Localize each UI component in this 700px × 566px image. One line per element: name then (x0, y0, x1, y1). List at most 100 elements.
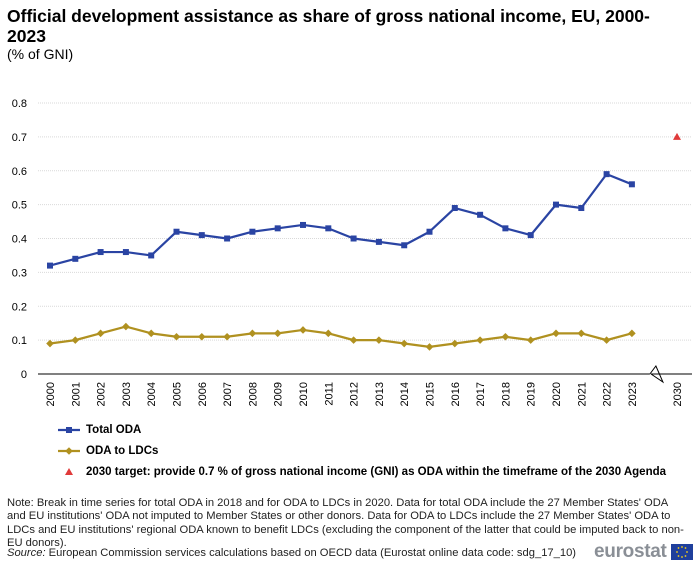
y-tick-label: 0.8 (12, 98, 27, 110)
chart-subtitle: (% of GNI) (7, 46, 74, 62)
data-point (248, 329, 257, 338)
data-point (47, 262, 53, 269)
x-tick-label: 2003 (121, 382, 133, 406)
x-tick-label: 2001 (70, 382, 82, 406)
source-label: Source: (7, 547, 46, 559)
eurostat-logo-text: eurostat (594, 541, 667, 562)
x-tick-label: 2012 (349, 382, 361, 406)
y-tick-label: 0.4 (12, 234, 27, 246)
x-tick-label: 2009 (273, 382, 285, 406)
series-line (49, 325, 633, 348)
data-point (553, 201, 559, 208)
legend-item: 2030 target: provide 0.7 % of gross nati… (56, 461, 666, 482)
data-point (324, 329, 333, 338)
data-point (198, 232, 205, 239)
chart-legend: Total ODA ODA to LDCs 2030 target: provide… (56, 419, 666, 482)
data-point (96, 329, 105, 338)
line-chart: 0 0.1 0.2 0.3 0.4 0.5 0.6 0.7 0.8 2000 2001 2002 200… (12, 98, 692, 406)
x-tick-label: 2005 (172, 382, 184, 406)
data-point (425, 343, 434, 351)
data-point (349, 336, 358, 344)
x-tick-label: 2000 (45, 382, 57, 406)
data-point (71, 336, 80, 344)
data-point (451, 339, 459, 348)
data-point (350, 235, 357, 242)
source-text: European Commission services calculation… (45, 547, 577, 559)
y-tick-label: 0.1 (12, 335, 27, 347)
eu-flag-icon (670, 544, 693, 560)
y-tick-label: 0.7 (12, 132, 27, 144)
data-point (173, 228, 180, 235)
data-point (273, 329, 282, 338)
legend-swatch (65, 467, 73, 475)
x-tick-label: 2006 (197, 382, 209, 406)
x-tick-label: 2017 (475, 382, 487, 406)
data-point (198, 332, 206, 341)
data-point (223, 332, 231, 341)
x-tick-label: 2015 (425, 382, 437, 406)
data-point (673, 132, 681, 140)
x-tick-label: 2011 (323, 382, 335, 406)
data-point (526, 336, 535, 344)
chart-source: Source: European Commission services cal… (7, 547, 576, 559)
x-tick-label: 2021 (576, 382, 588, 406)
data-point (72, 255, 79, 262)
data-point (628, 181, 635, 188)
data-point (552, 329, 560, 338)
y-tick-label: 0.2 (12, 301, 27, 313)
legend-item: ODA to LDCs (56, 440, 666, 461)
data-point (527, 232, 534, 239)
x-tick-label: 2004 (146, 382, 158, 406)
x-tick-label: 2019 (526, 382, 538, 406)
series-line (49, 173, 633, 267)
data-point (375, 238, 382, 245)
y-tick-label: 0.5 (12, 200, 27, 212)
x-tick-label: 2002 (96, 382, 108, 406)
x-tick-label: 2023 (627, 382, 639, 406)
data-point (426, 228, 433, 235)
legend-item: Total ODA (56, 419, 666, 440)
y-tick-label: 0.6 (12, 166, 27, 178)
data-point (477, 211, 484, 218)
x-tick-label: 2010 (298, 382, 310, 406)
data-point (147, 329, 155, 338)
data-point (476, 336, 484, 344)
x-tick-label: 2030 (672, 382, 684, 406)
data-point (148, 252, 155, 259)
legend-label: Total ODA (86, 423, 142, 436)
chart-title: Official development assistance as share… (7, 6, 650, 46)
legend-label: ODA to LDCs (86, 444, 159, 457)
eurostat-logo: eurostat (594, 541, 693, 563)
x-tick-label: 2008 (247, 382, 259, 406)
legend-label: 2030 target: provide 0.7 % of gross nati… (86, 465, 667, 478)
legend-swatch (58, 426, 80, 433)
data-point (299, 326, 307, 334)
data-point (224, 235, 231, 242)
y-tick-label: 0.3 (12, 267, 27, 279)
x-tick-label: 2007 (222, 382, 234, 406)
data-point (628, 329, 636, 338)
data-point (603, 171, 610, 178)
x-tick-label: 2018 (500, 382, 512, 406)
data-point (502, 225, 509, 232)
data-point (172, 332, 181, 341)
data-point (375, 336, 383, 344)
legend-swatch (58, 446, 80, 455)
data-point (577, 329, 586, 338)
chart-note: Note: Break in time series for total ODA… (7, 497, 684, 550)
data-point (602, 336, 611, 344)
data-point (300, 221, 306, 228)
x-tick-label: 2022 (602, 382, 614, 406)
data-point (501, 332, 510, 341)
data-point (46, 339, 54, 348)
data-point (122, 249, 129, 256)
x-tick-label: 2013 (374, 382, 386, 406)
data-point (325, 225, 332, 232)
data-point (97, 249, 104, 256)
axis-break-mark (649, 365, 665, 384)
data-point (401, 242, 408, 249)
data-point (249, 228, 256, 235)
data-point (578, 205, 585, 212)
data-point (451, 205, 458, 212)
data-point (400, 339, 408, 348)
